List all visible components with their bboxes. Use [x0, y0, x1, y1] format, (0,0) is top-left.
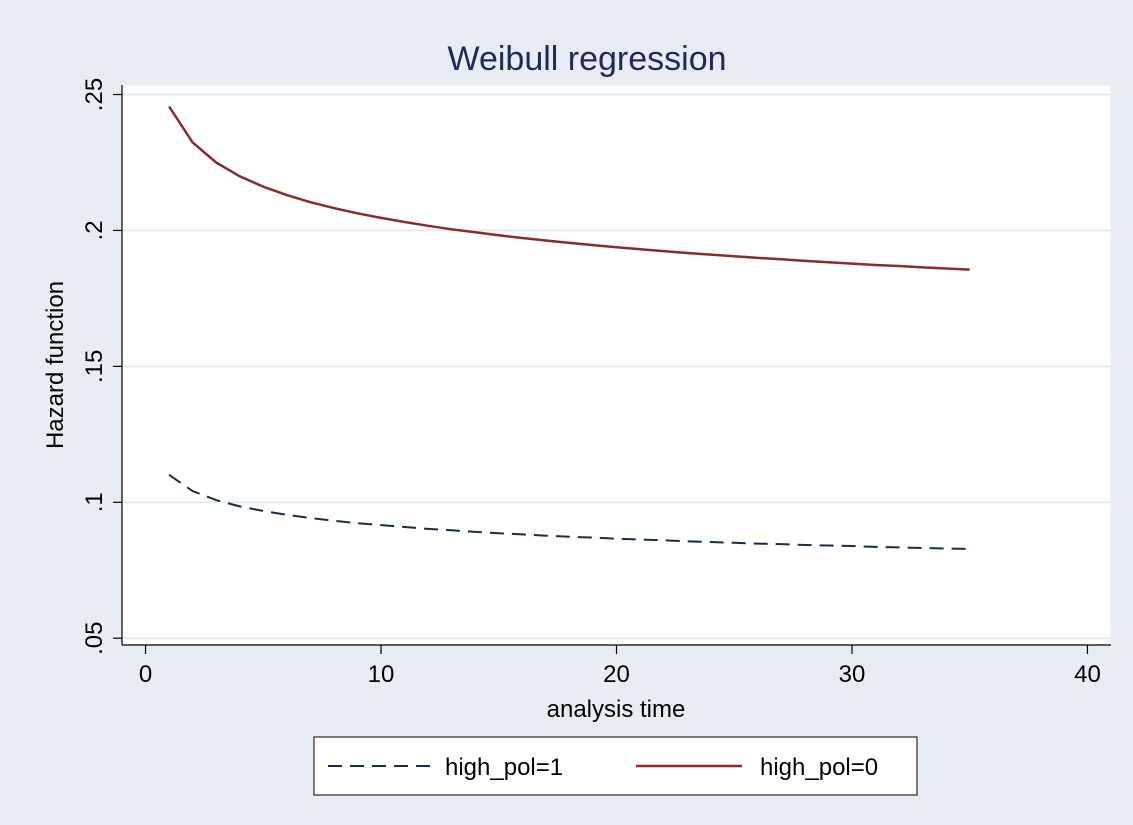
y-tick-label: .2 — [81, 220, 108, 240]
y-tick-label: .05 — [81, 622, 108, 655]
axes: .05 .1 .15 .2 .25 0 10 20 30 40 — [81, 78, 1111, 688]
plot-area — [121, 84, 1112, 646]
y-tick-label: .25 — [81, 78, 108, 111]
x-tick-label: 10 — [368, 661, 395, 688]
x-tick-label: 20 — [603, 661, 630, 688]
chart-title: Weibull regression — [447, 40, 726, 78]
x-tick-label: 0 — [139, 661, 152, 688]
series-line-high-pol-0 — [168, 105, 970, 271]
x-tick-label: 30 — [839, 661, 866, 688]
series-line-high-pol-1 — [168, 473, 970, 550]
y-tick-label: .15 — [81, 350, 108, 383]
x-axis-label: analysis time — [547, 696, 686, 723]
legend: high_pol=1 high_pol=0 — [313, 736, 918, 796]
y-axis-label: Hazard function — [42, 281, 69, 449]
x-tick-label: 40 — [1074, 661, 1101, 688]
legend-label-high-pol-1: high_pol=1 — [445, 754, 563, 781]
grid-lines — [122, 93, 1111, 640]
series-layer — [168, 105, 970, 550]
y-tick-label: .1 — [81, 492, 108, 512]
legend-label-high-pol-0: high_pol=0 — [760, 754, 878, 781]
legend-box — [313, 736, 918, 796]
